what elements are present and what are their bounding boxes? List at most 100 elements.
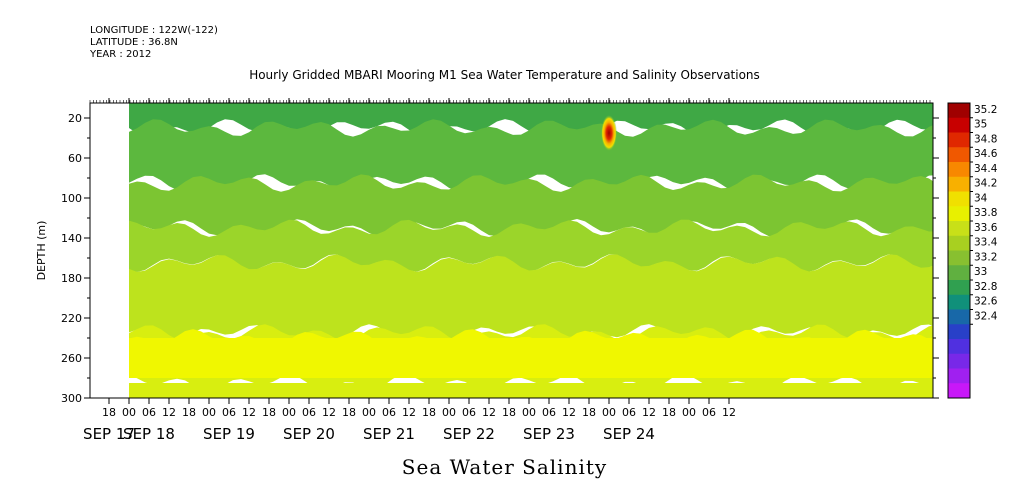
x-hour-label: 00 [602,406,616,419]
band-34.2-34.4 [129,254,933,342]
y-tick-label: 260 [61,352,82,365]
plot-area [90,103,933,398]
x-day-label: SEP 24 [603,425,655,443]
colorbar: 35.2 35 34.8 34.6 34.4 34.2 34 33.8 33.6 33.4 33.2… [947,102,998,399]
x-hour-label: 12 [402,406,416,419]
colorbar-label: 34.4 [974,163,998,175]
colorbar-swatch [948,117,970,133]
x-hour-label: 06 [702,406,716,419]
x-hour-label: 18 [182,406,196,419]
colorbar-swatch [948,383,970,399]
colorbar-label: 32.4 [974,310,998,322]
colorbar-swatch [948,103,970,119]
x-hour-label: 06 [462,406,476,419]
x-axis-title: Sea Water Salinity [401,455,608,479]
colorbar-swatch [948,309,970,325]
colorbar-swatch [948,235,970,251]
colorbar-swatch [948,162,970,178]
colorbar-label: 32.6 [974,296,998,308]
x-hour-label: 06 [542,406,556,419]
colorbar-label: 35 [974,119,987,131]
x-hour-label: 18 [262,406,276,419]
x-hour-label: 00 [122,406,136,419]
plot-frame [89,102,934,399]
latitude-label: LATITUDE : 36.8N [90,37,178,48]
x-day-label: SEP 21 [363,425,415,443]
x-hour-label: 06 [302,406,316,419]
y-tick-label: 100 [61,192,82,205]
x-hour-label: 12 [242,406,256,419]
band-core [129,338,933,378]
colorbar-label: 33.6 [974,222,998,234]
colorbar-label: 33.4 [974,237,998,249]
x-day-label: SEP 23 [523,425,575,443]
salinity-spike [601,115,617,151]
salinity-bands [129,103,933,398]
y-tick-label: 220 [61,312,82,325]
x-hour-label: 12 [562,406,576,419]
x-hour-label: 00 [442,406,456,419]
colorbar-swatch [948,294,970,310]
colorbar-swatch [948,147,970,163]
y-tick-label: 300 [61,392,82,405]
colorbar-swatch [948,368,970,384]
colorbar-label: 34.6 [974,148,998,160]
colorbar-label: 34.2 [974,178,997,190]
y-axis-title: DEPTH (m) [35,221,48,281]
colorbar-swatch [948,191,970,207]
x-day-label: SEP 18 [123,425,175,443]
band-bottom-fill [129,383,933,398]
x-hour-label: 12 [162,406,176,419]
colorbar-label: 33.8 [974,207,997,219]
colorbar-swatch [948,132,970,148]
axes: 18 00 06 12 18 00 06 12 18 00 06 12 18 00 06 12 18 00 06 12… [35,98,939,443]
x-hour-label: 00 [202,406,216,419]
x-hour-label: 06 [142,406,156,419]
colorbar-swatch [948,324,970,340]
band-33.4-33.6 [129,103,933,137]
x-day-label: SEP 20 [283,425,335,443]
x-hour-label: 06 [622,406,636,419]
band-33.6-33.8 [129,119,933,192]
x-hour-label: 12 [722,406,736,419]
y-tick-label: 20 [68,112,82,125]
colorbar-swatch [948,250,970,266]
year-label: YEAR : 2012 [90,49,152,60]
band-33.8-34.0 [129,174,933,237]
colorbar-label: 33.2 [974,251,997,263]
colorbar-label: 34.8 [974,133,997,145]
colorbar-label: 32.8 [974,281,997,293]
x-day-label: SEP 17 [83,425,135,443]
colorbar-swatch [948,353,970,369]
x-hour-label: 12 [642,406,656,419]
colorbar-swatch [948,206,970,222]
x-day-label: SEP 22 [443,425,495,443]
x-hour-label: 12 [482,406,496,419]
x-hour-label: 00 [682,406,696,419]
band-34.0-34.2 [129,219,933,272]
x-hour-label: 06 [382,406,396,419]
colorbar-swatch [948,280,970,296]
colorbar-label: 35.2 [974,104,997,116]
x-hour-label: 18 [342,406,356,419]
x-hour-label: 00 [282,406,296,419]
y-tick-label: 140 [61,232,82,245]
chart-title: Hourly Gridded MBARI Mooring M1 Sea Wate… [249,68,760,82]
x-hour-label: 18 [662,406,676,419]
y-tick-label: 60 [68,152,82,165]
colorbar-swatch [948,176,970,192]
x-hour-label: 06 [222,406,236,419]
x-hour-label: 18 [102,406,116,419]
x-hour-label: 00 [362,406,376,419]
colorbar-label: 34 [974,192,988,204]
x-hour-label: 12 [322,406,336,419]
colorbar-swatch [948,265,970,281]
x-hour-label: 18 [582,406,596,419]
y-tick-label: 180 [61,272,82,285]
x-day-label: SEP 19 [203,425,255,443]
colorbar-label: 33 [974,266,987,278]
x-hour-label: 00 [522,406,536,419]
colorbar-swatch [948,221,970,237]
longitude-label: LONGITUDE : 122W(-122) [90,25,218,36]
